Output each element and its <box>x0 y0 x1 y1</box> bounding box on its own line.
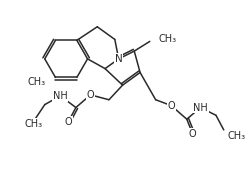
Text: NH: NH <box>193 102 208 113</box>
Text: N: N <box>115 54 123 64</box>
Text: O: O <box>189 129 196 139</box>
Text: CH₃: CH₃ <box>28 77 46 87</box>
Text: O: O <box>87 90 94 100</box>
Text: CH₃: CH₃ <box>24 119 42 129</box>
Text: NH: NH <box>53 91 68 101</box>
Text: O: O <box>167 101 175 111</box>
Text: O: O <box>64 117 72 127</box>
Text: CH₃: CH₃ <box>228 131 246 141</box>
Text: CH₃: CH₃ <box>158 34 177 44</box>
